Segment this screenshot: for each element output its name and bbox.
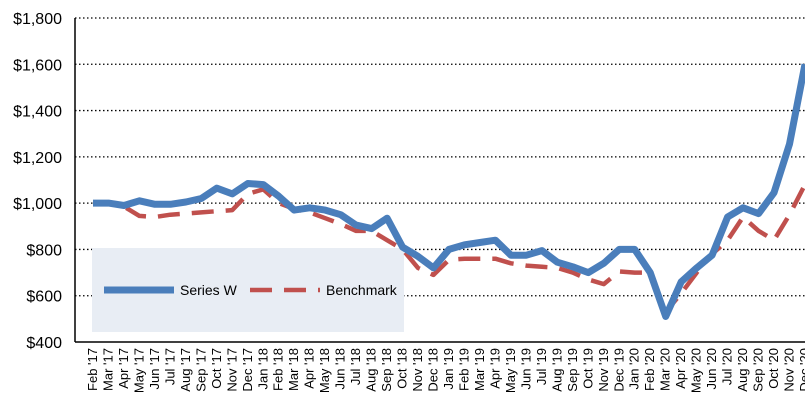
x-tick-label: Sep '18 (379, 348, 394, 392)
x-tick-label: May '17 (131, 348, 146, 393)
x-tick-label: Feb '18 (271, 348, 286, 391)
y-tick-label: $600 (26, 289, 62, 306)
x-tick-label: Nov '19 (596, 348, 611, 392)
x-tick-label: Feb '17 (85, 348, 100, 391)
x-tick-label: Nov '20 (782, 348, 797, 392)
x-tick-label: Oct '20 (766, 348, 781, 389)
legend-label-benchmark: Benchmark (326, 282, 398, 298)
y-tick-label: $1,000 (13, 196, 62, 213)
x-tick-label: Jan '20 (627, 348, 642, 390)
x-tick-label: Jan '19 (441, 348, 456, 390)
x-axis: Feb '17 Mar '17 Apr '17 May '17 Jun '17 Jul '… (85, 348, 805, 393)
x-tick-label: Aug '17 (178, 348, 193, 392)
x-tick-label: Aug '18 (364, 348, 379, 392)
y-tick-label: $400 (26, 335, 62, 352)
x-tick-label: Oct '17 (209, 348, 224, 389)
y-axis: $400 $600 $800 $1,000 $1,200 $1,400 $1,600 $1,8… (13, 11, 805, 352)
x-tick-label: Feb '20 (642, 348, 657, 391)
x-tick-label: Jun '20 (704, 348, 719, 390)
x-tick-label: May '18 (317, 348, 332, 393)
x-tick-label: Sep '17 (193, 348, 208, 392)
y-tick-label: $1,600 (13, 57, 62, 74)
x-tick-label: May '19 (503, 348, 518, 393)
x-tick-label: Jul '19 (534, 348, 549, 385)
series-group (93, 63, 805, 320)
x-tick-label: Mar '19 (472, 348, 487, 391)
x-tick-label: Jul '18 (348, 348, 363, 385)
x-tick-label: Apr '18 (302, 348, 317, 389)
series-line-benchmark (93, 183, 805, 315)
x-tick-label: Apr '17 (116, 348, 131, 389)
x-tick-label: Mar '20 (658, 348, 673, 391)
y-tick-label: $1,800 (13, 11, 62, 28)
x-tick-label: Aug '19 (549, 348, 564, 392)
x-tick-label: Mar '18 (286, 348, 301, 391)
x-tick-label: Nov '17 (224, 348, 239, 392)
legend: Series W Benchmark (92, 248, 404, 332)
x-tick-label: Jun '17 (147, 348, 162, 390)
x-tick-label: Apr '20 (673, 348, 688, 389)
x-tick-label: Jul '17 (162, 348, 177, 385)
x-tick-label: Dec '20 (797, 348, 805, 392)
x-tick-label: Mar '17 (100, 348, 115, 391)
x-tick-label: Apr '19 (487, 348, 502, 389)
legend-label-series-w: Series W (180, 282, 238, 298)
x-tick-label: Jan '18 (255, 348, 270, 390)
x-tick-label: Dec '17 (240, 348, 255, 392)
x-tick-label: Dec '18 (426, 348, 441, 392)
x-tick-label: May '20 (689, 348, 704, 393)
series-line-series-w (93, 63, 805, 320)
x-tick-label: Jun '19 (518, 348, 533, 390)
x-tick-label: Sep '19 (565, 348, 580, 392)
x-tick-label: Sep '20 (751, 348, 766, 392)
x-tick-label: Aug '20 (735, 348, 750, 392)
x-tick-label: Oct '19 (580, 348, 595, 389)
x-tick-label: Dec '19 (611, 348, 626, 392)
x-tick-label: Jul '20 (720, 348, 735, 385)
y-tick-label: $1,400 (13, 104, 62, 121)
x-tick-label: Jun '18 (333, 348, 348, 390)
gridlines (75, 17, 805, 297)
x-tick-label: Oct '18 (395, 348, 410, 389)
x-tick-label: Nov '18 (410, 348, 425, 392)
y-tick-label: $1,200 (13, 150, 62, 167)
x-tick-label: Feb '19 (456, 348, 471, 391)
y-tick-label: $800 (26, 242, 62, 259)
